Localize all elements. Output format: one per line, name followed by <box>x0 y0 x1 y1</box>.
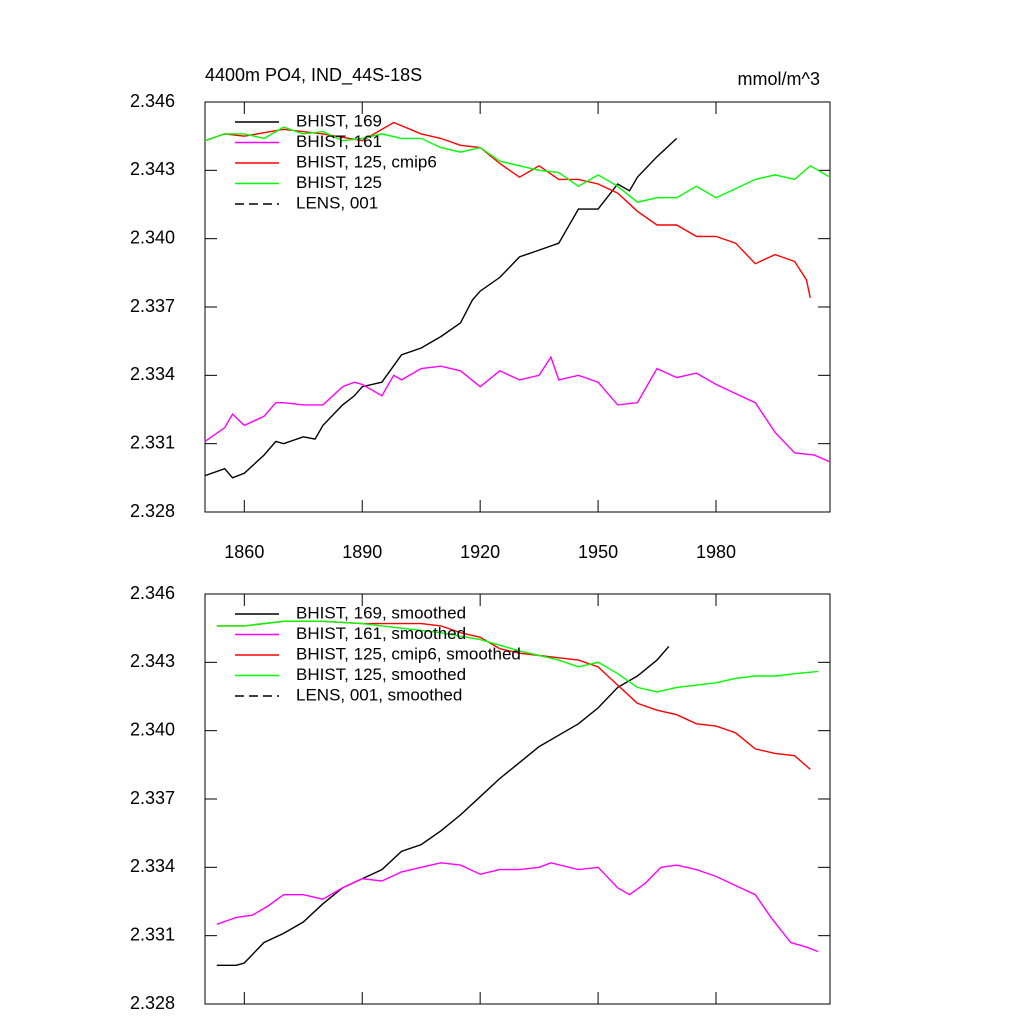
x-tick-label: 1890 <box>342 542 382 562</box>
y-tick-label: 2.340 <box>130 719 175 739</box>
y-tick-label: 2.337 <box>130 296 175 316</box>
legend-label: BHIST, 125, cmip6 <box>296 152 437 171</box>
x-tick-label: 1950 <box>578 542 618 562</box>
chart-title: 4400m PO4, IND_44S-18S <box>205 65 422 86</box>
y-tick-label: 2.328 <box>130 501 175 521</box>
series-line <box>204 126 831 203</box>
y-tick-label: 2.334 <box>130 856 175 876</box>
y-tick-label: 2.334 <box>130 364 175 384</box>
series-line <box>204 137 678 479</box>
legend-label: BHIST, 125, cmip6, smoothed <box>296 644 521 663</box>
y-tick-label: 2.346 <box>130 583 175 603</box>
legend-label: BHIST, 169, smoothed <box>296 603 466 622</box>
legend-label: BHIST, 169 <box>296 111 382 130</box>
x-tick-label: 1920 <box>460 542 500 562</box>
legend-label: BHIST, 125 <box>296 173 382 192</box>
y-tick-label: 2.328 <box>130 993 175 1013</box>
y-tick-label: 2.331 <box>130 432 175 452</box>
y-tick-label: 2.337 <box>130 788 175 808</box>
x-tick-label: 1860 <box>224 542 264 562</box>
legend-label: BHIST, 161, smoothed <box>296 624 466 643</box>
series-line <box>216 620 819 693</box>
y-tick-label: 2.340 <box>130 227 175 247</box>
legend-label: BHIST, 125, smoothed <box>296 665 466 684</box>
y-tick-label: 2.343 <box>130 159 175 179</box>
y-tick-label: 2.346 <box>130 91 175 111</box>
series-line <box>216 862 819 953</box>
series-line <box>216 620 811 770</box>
legend-label: LENS, 001 <box>296 193 378 212</box>
legend-label: BHIST, 161 <box>296 132 382 151</box>
series-line <box>204 355 831 463</box>
series-line <box>204 121 811 299</box>
x-tick-label: 1980 <box>696 542 736 562</box>
y-tick-label: 2.343 <box>130 651 175 671</box>
legend-label: LENS, 001, smoothed <box>296 685 462 704</box>
y-tick-label: 2.331 <box>130 924 175 944</box>
series-line <box>216 645 670 966</box>
units-label: mmol/m^3 <box>738 69 820 89</box>
